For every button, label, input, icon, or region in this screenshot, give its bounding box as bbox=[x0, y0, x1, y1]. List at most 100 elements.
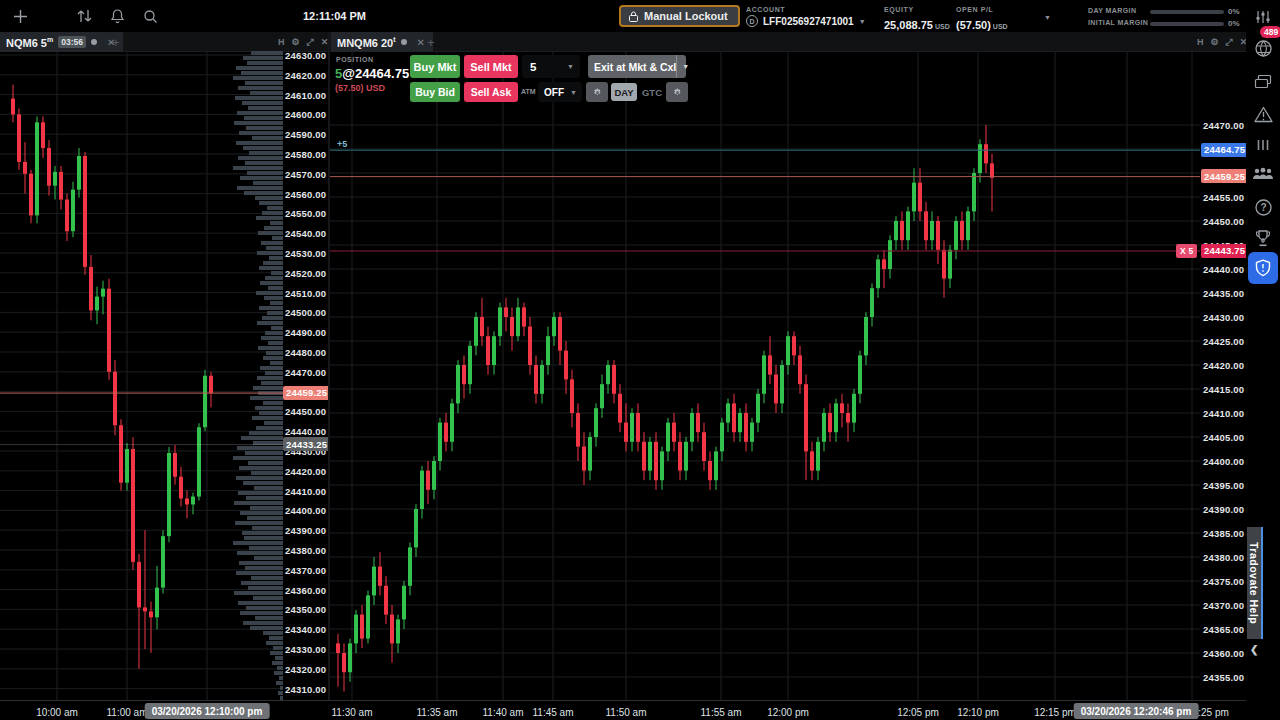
price-tick: 24420.00 bbox=[285, 466, 326, 477]
price-tick: 24610.00 bbox=[285, 90, 326, 101]
charts-canvas[interactable] bbox=[0, 0, 1280, 720]
price-tick: 24550.00 bbox=[285, 208, 326, 219]
price-tick: 24415.00 bbox=[1203, 384, 1244, 395]
risk-shield-button[interactable] bbox=[1248, 252, 1278, 284]
price-tick: 24320.00 bbox=[285, 664, 326, 675]
price-tick: 24390.00 bbox=[1203, 504, 1244, 515]
price-marker: 24459.25 bbox=[283, 386, 330, 400]
cancel-order-button[interactable]: X 5 bbox=[1176, 244, 1197, 258]
price-tick: 24435.00 bbox=[1203, 288, 1244, 299]
price-tick: 24350.00 bbox=[285, 604, 326, 615]
price-tick: 24370.00 bbox=[285, 565, 326, 576]
price-tick: 24600.00 bbox=[285, 109, 326, 120]
atm-select[interactable]: OFF ▼ bbox=[538, 82, 582, 102]
price-tick: 24500.00 bbox=[285, 307, 326, 318]
price-tick: 24400.00 bbox=[285, 505, 326, 516]
sliders-icon[interactable] bbox=[1246, 8, 1280, 26]
price-tick: 24510.00 bbox=[285, 288, 326, 299]
price-tick: 24390.00 bbox=[285, 525, 326, 536]
position-label: POSITION bbox=[336, 56, 373, 63]
panel-divider bbox=[328, 32, 330, 720]
exit-at-mkt-button[interactable]: Exit at Mkt & Cxl ▼ bbox=[588, 55, 686, 78]
help-icon[interactable]: ? bbox=[1246, 197, 1280, 217]
community-icon[interactable] bbox=[1246, 164, 1280, 184]
price-tick: 24310.00 bbox=[285, 684, 326, 695]
price-tick: 24380.00 bbox=[285, 545, 326, 556]
day-button[interactable]: DAY bbox=[611, 83, 637, 101]
price-marker: 24443.75 bbox=[1201, 244, 1248, 258]
screens-icon[interactable] bbox=[1246, 72, 1280, 92]
price-tick: 24370.00 bbox=[1203, 600, 1244, 611]
notification-badge: 489 bbox=[1260, 26, 1280, 38]
shield-icon bbox=[1255, 259, 1271, 277]
price-tick: 24540.00 bbox=[285, 228, 326, 239]
price-tick: 24385.00 bbox=[1203, 528, 1244, 539]
price-tick: 24590.00 bbox=[285, 129, 326, 140]
left-timestamp: 03/20/2026 12:10:00 pm bbox=[145, 703, 270, 719]
price-tick: 24375.00 bbox=[1203, 576, 1244, 587]
collapse-help-icon[interactable]: ❮ bbox=[1250, 644, 1258, 655]
price-tick: 24420.00 bbox=[1203, 360, 1244, 371]
price-tick: 24620.00 bbox=[285, 70, 326, 81]
price-tick: 24455.00 bbox=[1203, 192, 1244, 203]
atm-settings-button[interactable] bbox=[586, 82, 608, 102]
gtc-button[interactable]: GTC bbox=[640, 83, 664, 101]
chevron-down-icon: ▼ bbox=[570, 89, 577, 96]
time-tick: 11:45 am bbox=[533, 707, 574, 718]
buy-bid-button[interactable]: Buy Bid bbox=[410, 82, 460, 102]
tradovate-help-tab[interactable]: Tradovate Help bbox=[1247, 527, 1263, 639]
time-tick: 11:35 am bbox=[417, 707, 458, 718]
bars-icon[interactable] bbox=[1246, 137, 1280, 153]
price-tick: 24425.00 bbox=[1203, 336, 1244, 347]
time-tick: 12:05 pm bbox=[897, 707, 939, 718]
sell-ask-button[interactable]: Sell Ask bbox=[464, 82, 518, 102]
price-tick: 24470.00 bbox=[1203, 120, 1244, 131]
app-window: 12:11:04 PM Manual Lockout ACCOUNT D LFF… bbox=[0, 0, 1280, 720]
price-tick: 24450.00 bbox=[1203, 216, 1244, 227]
time-axis: 10:00 am 11:00 am 11:30 am 11:35 am 11:40 a… bbox=[0, 700, 1280, 720]
price-tick: 24355.00 bbox=[1203, 672, 1244, 683]
price-tick: 24440.00 bbox=[1203, 264, 1244, 275]
price-tick: 24530.00 bbox=[285, 248, 326, 259]
time-tick: 12:00 pm bbox=[767, 707, 809, 718]
price-tick: 24560.00 bbox=[285, 189, 326, 200]
price-tick: 24580.00 bbox=[285, 149, 326, 160]
globe-icon[interactable] bbox=[1246, 38, 1280, 58]
order-settings-button[interactable] bbox=[666, 82, 688, 102]
price-tick: 24405.00 bbox=[1203, 432, 1244, 443]
price-tick: 24360.00 bbox=[285, 585, 326, 596]
qty-select[interactable]: 5 ▼ bbox=[522, 55, 580, 78]
warning-triangle-icon[interactable] bbox=[1246, 104, 1280, 124]
price-tick: 24520.00 bbox=[285, 268, 326, 279]
price-tick: 24410.00 bbox=[1203, 408, 1244, 419]
time-tick: 11:00 am bbox=[107, 707, 148, 718]
price-tick: 24365.00 bbox=[1203, 624, 1244, 635]
price-tick: 24470.00 bbox=[285, 367, 326, 378]
time-tick: 11:30 am bbox=[332, 707, 373, 718]
price-tick: 24400.00 bbox=[1203, 456, 1244, 467]
gear-icon bbox=[672, 87, 683, 98]
price-tick: 24340.00 bbox=[285, 624, 326, 635]
price-tick: 24410.00 bbox=[285, 486, 326, 497]
buy-mkt-button[interactable]: Buy Mkt bbox=[410, 55, 460, 78]
sell-mkt-button[interactable]: Sell Mkt bbox=[464, 55, 518, 78]
price-tick: 24480.00 bbox=[285, 347, 326, 358]
time-tick: 11:50 am bbox=[606, 707, 647, 718]
time-tick: 12:15 pm bbox=[1034, 707, 1076, 718]
time-tick: 11:55 am bbox=[701, 707, 742, 718]
price-tick: 24490.00 bbox=[285, 327, 326, 338]
price-tick: 24450.00 bbox=[285, 406, 326, 417]
position-pl: (57.50) USD bbox=[335, 83, 385, 93]
time-tick: 10:00 am bbox=[36, 707, 78, 718]
svg-text:?: ? bbox=[1260, 202, 1266, 213]
trophy-icon[interactable] bbox=[1246, 228, 1280, 250]
price-marker: 24464.75 bbox=[1201, 143, 1248, 157]
atm-label: ATM bbox=[521, 88, 536, 95]
chevron-down-icon: ▼ bbox=[676, 55, 694, 78]
price-marker: 24433.25 bbox=[283, 437, 330, 451]
right-timestamp: 03/20/2026 12:20:46 pm bbox=[1074, 703, 1199, 719]
time-tick: 11:40 am bbox=[483, 707, 524, 718]
price-tick: 24430.00 bbox=[1203, 312, 1244, 323]
price-tick: 24395.00 bbox=[1203, 480, 1244, 491]
price-marker: 24459.25 bbox=[1201, 169, 1248, 183]
